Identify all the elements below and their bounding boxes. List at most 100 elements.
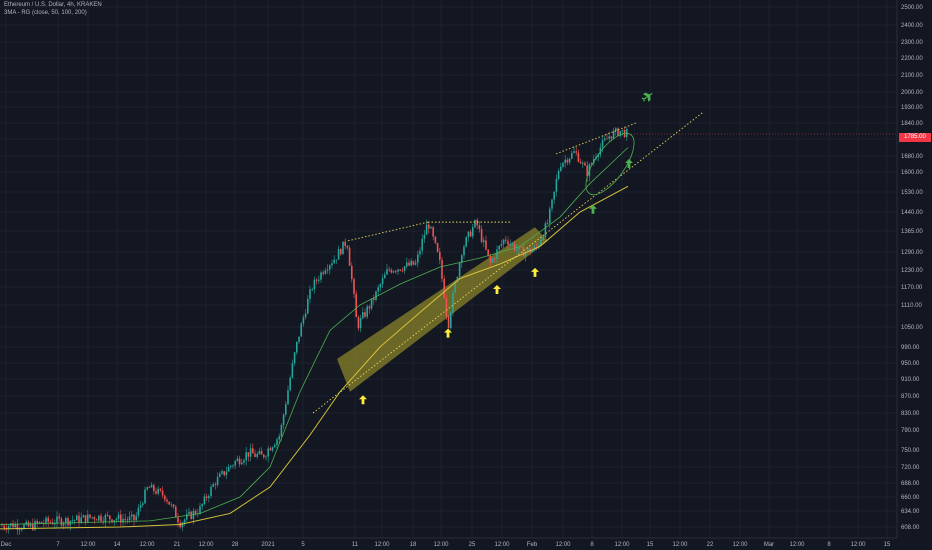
candle-body — [619, 130, 621, 136]
candle-body — [461, 255, 463, 263]
candle-body — [166, 499, 168, 502]
candle-body — [500, 243, 503, 246]
candle-body — [199, 506, 201, 514]
candle-body — [516, 249, 518, 251]
candle-body — [16, 524, 19, 530]
x-tick-label: 12:00 — [80, 542, 96, 548]
candle-body — [139, 505, 142, 508]
candle-body — [73, 520, 76, 521]
candle-body — [241, 462, 243, 465]
candle-body — [65, 518, 67, 524]
symbol-title: Ethereum / U.S. Dollar, 4h, KRAKEN — [4, 2, 102, 8]
candle-body — [472, 227, 474, 237]
dotted-trendline — [555, 122, 637, 155]
candle-body — [181, 522, 184, 528]
candle-body — [568, 158, 571, 163]
candle-body — [227, 466, 230, 472]
candle-body — [47, 517, 49, 523]
candle-body — [320, 272, 322, 280]
candle-body — [529, 248, 531, 253]
y-tick-label: 1170.00 — [901, 285, 923, 291]
candle-body — [617, 128, 619, 136]
candle-body — [203, 496, 206, 504]
candle-body — [40, 521, 43, 524]
x-tick-label: 8 — [590, 542, 594, 548]
candle-body — [54, 523, 56, 525]
candle-body — [104, 515, 107, 523]
candle-body — [608, 136, 610, 139]
candle-body — [577, 152, 580, 162]
candle-body — [509, 243, 511, 245]
candle-body — [280, 424, 283, 437]
indicator-title: 3MA - RG (close, 50, 100, 200) — [4, 10, 87, 16]
candle-body — [254, 453, 256, 457]
last-price-tag: 1785.00 — [899, 133, 931, 142]
x-tick-label: 15 — [647, 542, 654, 548]
candle-body — [456, 276, 459, 283]
y-tick-label: 950.00 — [901, 361, 920, 367]
candle-body — [326, 269, 329, 271]
candle-body — [507, 240, 509, 245]
candle-body — [432, 227, 434, 237]
ma-fast-line — [0, 147, 629, 525]
x-tick-label: 12:00 — [789, 542, 805, 548]
candle-body — [223, 471, 225, 475]
candle-body — [12, 523, 14, 528]
candle-body — [126, 519, 129, 521]
candle-body — [34, 521, 36, 530]
candle-body — [476, 220, 478, 226]
candle-body — [419, 250, 421, 255]
candle-body — [318, 279, 320, 281]
candle-body — [384, 274, 386, 279]
candle-body — [505, 239, 507, 241]
y-tick-label: 1440.00 — [901, 210, 923, 216]
candle-body — [71, 520, 74, 522]
candle-body — [390, 270, 393, 273]
candle-body — [49, 522, 52, 523]
candle-body — [153, 484, 155, 492]
candle-body — [531, 249, 533, 253]
x-tick-label: Mar — [764, 542, 774, 548]
x-tick-label: 25 — [469, 542, 476, 548]
candle-body — [216, 476, 219, 485]
y-tick-label: 688.00 — [901, 481, 920, 487]
candle-body — [480, 228, 483, 242]
candle-body — [401, 270, 404, 272]
x-tick-label: 22 — [707, 542, 714, 548]
candle-body — [542, 237, 544, 240]
candle-body — [544, 223, 547, 238]
candle-body — [549, 208, 551, 224]
candle-body — [214, 484, 217, 485]
candle-body — [483, 240, 485, 242]
candle-body — [322, 272, 324, 274]
candle-body — [557, 170, 560, 180]
candle-body — [289, 377, 291, 391]
y-tick-label: 2200.00 — [901, 56, 923, 62]
candle-body — [300, 323, 302, 337]
candle-body — [340, 249, 342, 255]
candle-body — [98, 515, 100, 521]
candle-body — [575, 151, 577, 153]
candle-body — [441, 259, 443, 279]
candle-body — [159, 488, 162, 491]
candle-body — [276, 439, 278, 445]
candle-body — [243, 460, 245, 463]
candle-body — [175, 506, 177, 518]
candle-body — [538, 245, 540, 248]
candle-body — [285, 404, 287, 415]
candle-body — [337, 249, 340, 260]
y-tick-label: 634.00 — [901, 509, 920, 515]
candle-body — [351, 265, 353, 280]
candle-body — [333, 259, 335, 264]
candle-body — [560, 166, 562, 171]
candle-body — [366, 306, 368, 317]
candle-body — [370, 298, 373, 309]
y-tick-label: 1600.00 — [901, 170, 923, 176]
x-tick-label: 21 — [174, 542, 181, 548]
candle-body — [113, 520, 115, 523]
candle-body — [406, 262, 408, 267]
candle-body — [144, 489, 146, 504]
candle-body — [494, 258, 496, 260]
candle-body — [95, 519, 98, 521]
